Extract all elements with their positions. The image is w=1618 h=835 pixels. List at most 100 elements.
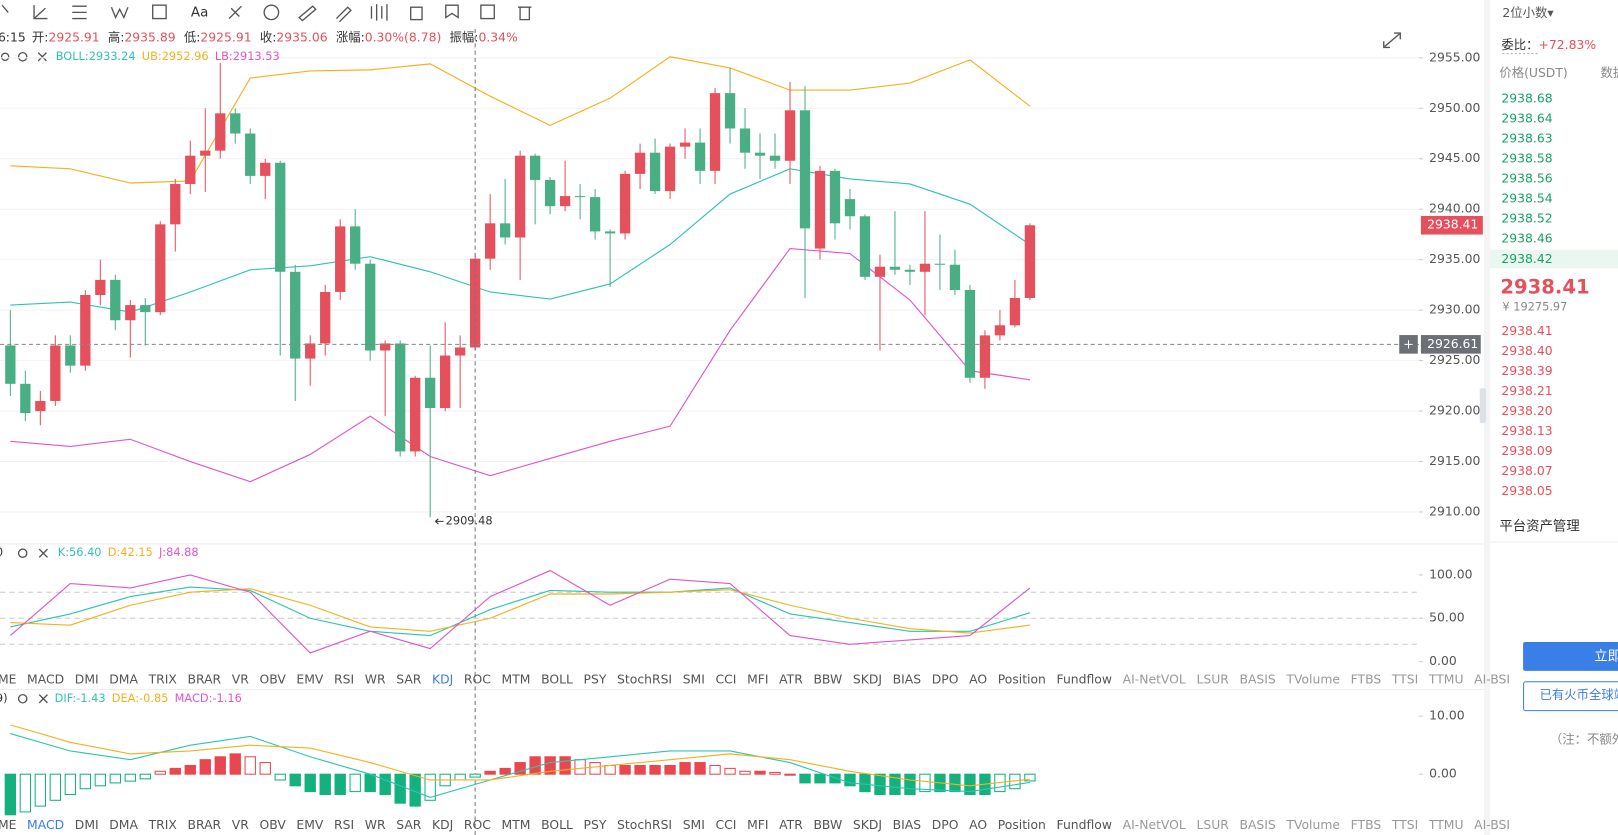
close-icon[interactable]: [38, 694, 48, 704]
indicator-tab[interactable]: Fundflow: [1057, 818, 1112, 832]
indicator-tab[interactable]: LSUR: [1196, 818, 1229, 832]
indicator-tab[interactable]: SKDJ: [853, 673, 882, 687]
tool-brush[interactable]: [335, 6, 352, 23]
fullscreen-button[interactable]: [1383, 32, 1401, 49]
indicator-tab[interactable]: VR: [232, 673, 249, 687]
indicator-tab[interactable]: TRIX: [148, 673, 178, 687]
tool-ruler[interactable]: [298, 5, 317, 22]
tool-lock[interactable]: [410, 6, 423, 21]
indicator-tab[interactable]: CCI: [716, 818, 737, 832]
precision-select[interactable]: 2位小数▾: [1502, 5, 1554, 20]
indicator-tab[interactable]: SAR: [396, 818, 422, 832]
indicator-tab[interactable]: StochRSI: [617, 818, 672, 832]
indicator-tab[interactable]: ATR: [779, 673, 803, 687]
indicator-tab[interactable]: LSUR: [1196, 673, 1229, 687]
indicator-tab[interactable]: AI-BSI: [1474, 818, 1510, 832]
indicator-tab[interactable]: BRAR: [187, 818, 221, 832]
close-icon[interactable]: [37, 52, 47, 62]
primary-button[interactable]: [1523, 641, 1618, 671]
indicator-tab[interactable]: TVolume: [1285, 673, 1340, 687]
indicator-tab[interactable]: MFI: [747, 818, 768, 832]
indicator-tab[interactable]: FTBS: [1351, 818, 1382, 832]
indicator-tab[interactable]: BBW: [813, 673, 842, 687]
tool-settings[interactable]: [480, 4, 495, 20]
indicator-tab[interactable]: FTBS: [1351, 673, 1382, 687]
indicator-tab[interactable]: ROC: [464, 818, 491, 832]
indicator-tab[interactable]: OBV: [259, 818, 286, 832]
indicator-tab[interactable]: BIAS: [893, 818, 922, 832]
secondary-button[interactable]: [1523, 681, 1618, 712]
indicator-tab[interactable]: BASIS: [1239, 673, 1275, 687]
indicator-tab[interactable]: AO: [969, 818, 987, 832]
indicator-tab[interactable]: AO: [969, 673, 987, 687]
indicator-tab[interactable]: AI-NetVOL: [1123, 673, 1186, 687]
indicator-tab[interactable]: Position: [998, 818, 1046, 832]
indicator-tab[interactable]: TTSI: [1391, 673, 1418, 687]
indicator-tab[interactable]: OBV: [259, 673, 286, 687]
tool-angle[interactable]: [33, 5, 48, 20]
indicator-tab[interactable]: ME: [0, 673, 17, 687]
indicator-tab[interactable]: BOLL: [541, 818, 573, 832]
indicator-tab[interactable]: BRAR: [187, 673, 221, 687]
tool-pen[interactable]: [228, 5, 242, 20]
tool-parallel[interactable]: [72, 5, 87, 20]
indicator-tab[interactable]: TTMU: [1428, 673, 1464, 687]
indicator-tab[interactable]: TTSI: [1391, 818, 1418, 832]
indicator-tab[interactable]: WR: [365, 673, 386, 687]
indicator-tab[interactable]: AI-NetVOL: [1123, 818, 1186, 832]
indicator-tab[interactable]: EMV: [296, 818, 323, 832]
indicator-tab[interactable]: ROC: [464, 673, 491, 687]
indicator-tab[interactable]: TRIX: [148, 818, 178, 832]
tool-candles[interactable]: [370, 4, 388, 21]
indicator-tab[interactable]: SMI: [683, 673, 705, 687]
indicator-tab[interactable]: SKDJ: [853, 818, 882, 832]
indicator-tab[interactable]: DMI: [75, 818, 99, 832]
tool-delete[interactable]: [518, 6, 532, 21]
indicator-tab[interactable]: SAR: [396, 673, 422, 687]
indicator-tab[interactable]: BOLL: [541, 673, 573, 687]
primary-button-label[interactable]: 立即: [1594, 648, 1618, 664]
indicator-tab[interactable]: SMI: [683, 818, 705, 832]
indicator-tab[interactable]: AI-BSI: [1474, 673, 1510, 687]
indicator-tab[interactable]: DPO: [932, 818, 959, 832]
indicator-tab[interactable]: PSY: [584, 673, 607, 687]
gear-icon[interactable]: [17, 548, 28, 559]
indicator-tab[interactable]: DPO: [932, 673, 959, 687]
indicator-tab[interactable]: BBW: [813, 818, 842, 832]
indicator-tab[interactable]: DMA: [109, 818, 138, 832]
indicator-tab[interactable]: StochRSI: [617, 673, 672, 687]
tool-text[interactable]: Aa: [191, 5, 208, 20]
indicator-tab[interactable]: MFI: [747, 673, 768, 687]
indicator-tab[interactable]: Fundflow: [1057, 673, 1112, 687]
indicator-tab[interactable]: TTMU: [1428, 818, 1464, 832]
indicator-tab[interactable]: ME: [0, 818, 17, 832]
gear-icon[interactable]: [17, 693, 28, 704]
tool-magnet[interactable]: [263, 4, 280, 21]
indicator-tab[interactable]: PSY: [584, 818, 607, 832]
indicator-tab[interactable]: EMV: [296, 673, 323, 687]
tool-rect[interactable]: [152, 4, 167, 20]
tool-hide[interactable]: [445, 4, 459, 19]
close-icon[interactable]: [38, 548, 48, 558]
indicator-tab[interactable]: KDJ: [432, 673, 453, 687]
indicator-tab[interactable]: MTM: [502, 818, 531, 832]
indicator-tab[interactable]: RSI: [334, 673, 354, 687]
secondary-button-label[interactable]: 已有火币全球站: [1540, 687, 1618, 702]
indicator-tab[interactable]: MACD: [27, 673, 64, 687]
indicator-tab[interactable]: BASIS: [1239, 818, 1275, 832]
gear-icon[interactable]: [17, 51, 28, 62]
indicator-tab[interactable]: BIAS: [893, 673, 922, 687]
indicator-tab[interactable]: MTM: [502, 673, 531, 687]
indicator-tab[interactable]: MACD: [27, 818, 64, 832]
indicator-tab[interactable]: RSI: [334, 818, 354, 832]
indicator-tab[interactable]: ATR: [779, 818, 803, 832]
section-title[interactable]: 平台资产管理: [1499, 518, 1579, 534]
indicator-tab[interactable]: WR: [365, 818, 386, 832]
tool-line[interactable]: [1, 4, 9, 13]
eye-icon[interactable]: [0, 52, 10, 62]
indicator-tab[interactable]: DMA: [109, 673, 138, 687]
indicator-tab[interactable]: VR: [232, 818, 249, 832]
tool-wave[interactable]: [110, 6, 129, 20]
indicator-tab[interactable]: Position: [998, 673, 1046, 687]
indicator-tab[interactable]: DMI: [75, 673, 99, 687]
